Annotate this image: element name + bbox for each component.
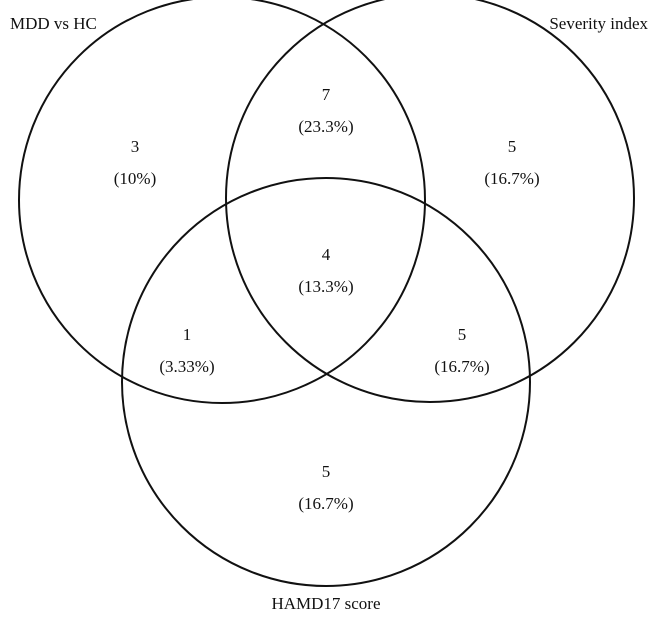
region-percent: (13.3%) xyxy=(298,277,353,296)
set-label: Severity index xyxy=(549,14,648,33)
region-count: 1 xyxy=(183,325,192,344)
region-percent: (16.7%) xyxy=(484,169,539,188)
region-count: 7 xyxy=(322,85,331,104)
region-count: 5 xyxy=(322,462,331,481)
region-percent: (10%) xyxy=(114,169,156,188)
region-percent: (23.3%) xyxy=(298,117,353,136)
region-count: 5 xyxy=(458,325,467,344)
set-label: MDD vs HC xyxy=(10,14,97,33)
set-circle xyxy=(121,177,531,587)
region-count: 5 xyxy=(508,137,517,156)
region-percent: (16.7%) xyxy=(434,357,489,376)
region-count: 3 xyxy=(131,137,140,156)
region-count: 4 xyxy=(322,245,331,264)
set-label: HAMD17 score xyxy=(271,594,380,613)
region-percent: (16.7%) xyxy=(298,494,353,513)
set-circle xyxy=(18,0,426,404)
regions: 3 (10%) 7 (23.3%) 5 (16.7%) 4 (13.3%) 1 (3.33%) 5 (… xyxy=(114,85,540,513)
region-percent: (3.33%) xyxy=(159,357,214,376)
set-circle xyxy=(225,0,635,403)
